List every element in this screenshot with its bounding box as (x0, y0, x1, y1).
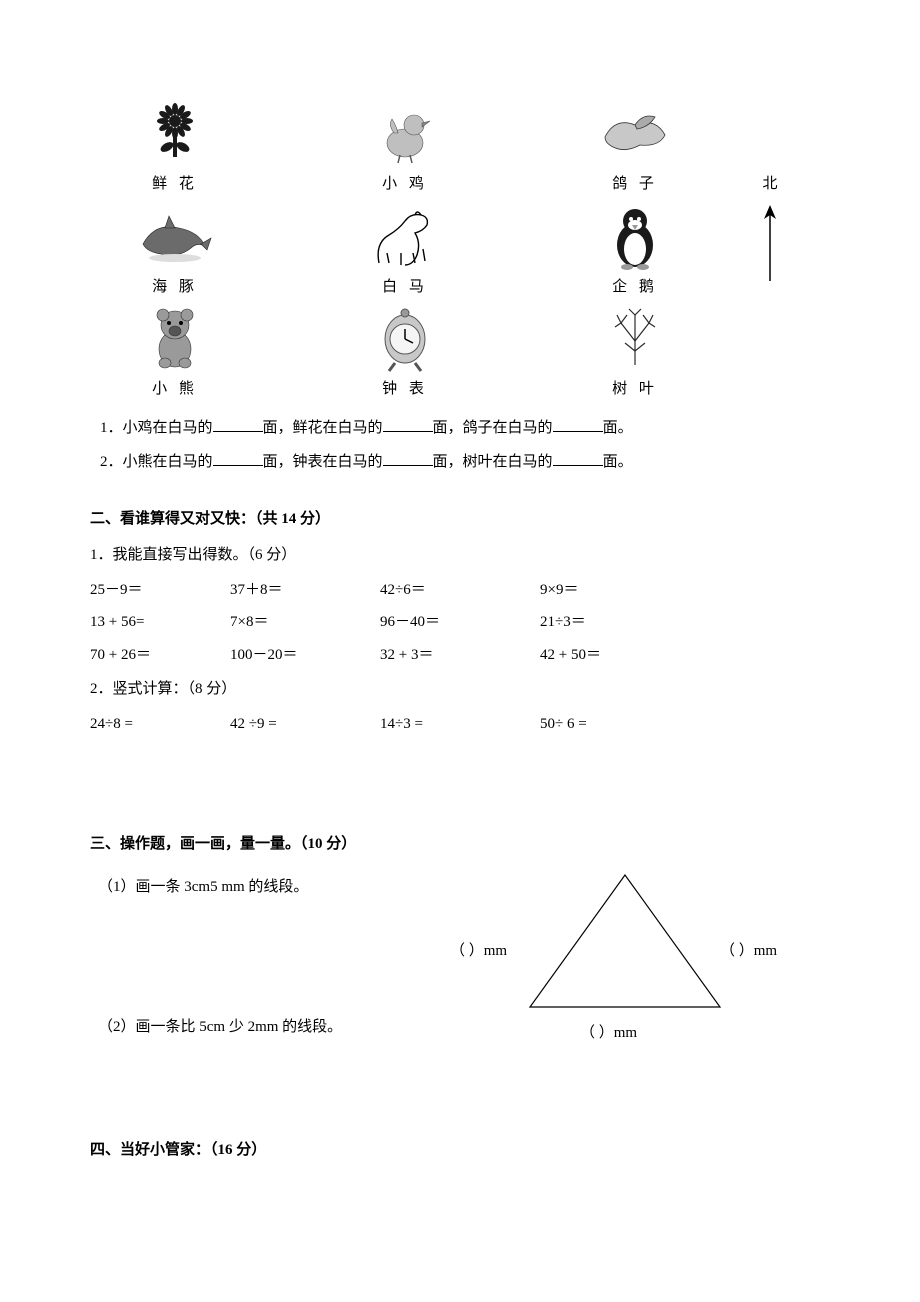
triangle-left-label: （ ）mm (450, 937, 507, 966)
calc-row-vertical: 24÷8 = 42 ÷9 = 14÷3 = 50÷ 6 = (90, 710, 830, 739)
calc-cell: 21÷3＝ (540, 608, 700, 637)
flower-label: 鲜 花 (152, 170, 198, 199)
bear-label: 小 熊 (152, 375, 198, 404)
position-q2: 2．小熊在白马的 面，钟表在白马的 面，树叶在白马的 面。 (100, 448, 830, 477)
section3-q1: （1）画一条 3cm5 mm 的线段。 (98, 873, 420, 902)
penguin-icon (595, 203, 675, 273)
cell-horse: 白 马 (320, 203, 490, 302)
q1-p4: 面。 (603, 420, 633, 436)
dove-label: 鸽 子 (612, 170, 658, 199)
calc-cell: 13 + 56= (90, 608, 230, 637)
penguin-label: 企 鹅 (612, 273, 658, 302)
cell-flower: 鲜 花 (90, 100, 260, 199)
cell-chick: 小 鸡 (320, 100, 490, 199)
section2-sub2: 2．竖式计算：（8 分） (90, 675, 830, 704)
north-label: 北 (762, 170, 777, 199)
cell-dove: 鸽 子 (550, 100, 720, 199)
calc-cell: 14÷3 = (380, 710, 540, 739)
q1-p2: 面，鲜花在白马的 (263, 420, 383, 436)
q1-p1: 小鸡在白马的 (123, 420, 213, 436)
triangle-measure: （ ）mm （ ）mm （ ）mm (460, 867, 780, 1047)
section3-title: 三、操作题，画一画，量一量。（10 分） (90, 830, 830, 859)
blank[interactable] (553, 417, 603, 432)
calc-cell: 42 ÷9 = (230, 710, 380, 739)
flower-icon (135, 100, 215, 170)
calc-cell: 24÷8 = (90, 710, 230, 739)
triangle-bottom-label: （ ）mm (580, 1019, 637, 1048)
chick-label: 小 鸡 (382, 170, 428, 199)
q2-p2: 面，钟表在白马的 (263, 454, 383, 470)
calc-row-3: 70 + 26＝ 100－20＝ 32 + 3＝ 42 + 50＝ (90, 641, 830, 670)
dove-icon (595, 100, 675, 170)
q2-p1: 小熊在白马的 (123, 454, 213, 470)
operation-block: （1）画一条 3cm5 mm 的线段。 （2）画一条比 5cm 少 2mm 的线… (90, 867, 830, 1048)
position-q1: 1．小鸡在白马的 面，鲜花在白马的 面，鸽子在白马的 面。 (100, 414, 830, 443)
dolphin-icon (135, 203, 215, 273)
q2-num: 2． (100, 454, 123, 470)
leaf-label: 树 叶 (612, 375, 658, 404)
chick-icon (365, 100, 445, 170)
calc-cell: 32 + 3＝ (380, 641, 540, 670)
cell-penguin: 企 鹅 (550, 203, 720, 302)
q1-p3: 面，鸽子在白马的 (433, 420, 553, 436)
q2-p4: 面。 (603, 454, 633, 470)
direction-grid: 鲜 花 小 鸡 (90, 100, 720, 404)
calc-cell: 100－20＝ (230, 641, 380, 670)
calc-cell: 50÷ 6 = (540, 710, 700, 739)
q1-num: 1． (100, 420, 123, 436)
cell-bear: 小 熊 (90, 305, 260, 404)
cell-leaf: 树 叶 (550, 305, 720, 404)
arrow-up-icon (760, 203, 780, 283)
section2-sub1: 1．我能直接写出得数。（6 分） (90, 541, 830, 570)
bear-icon (135, 305, 215, 375)
north-indicator: 北 (760, 170, 780, 283)
section4-title: 四、当好小管家：（16 分） (90, 1136, 830, 1165)
blank[interactable] (383, 417, 433, 432)
calc-cell: 42 + 50＝ (540, 641, 700, 670)
blank[interactable] (383, 451, 433, 466)
triangle-icon (520, 867, 730, 1017)
blank[interactable] (213, 451, 263, 466)
cell-dolphin: 海 豚 (90, 203, 260, 302)
calc-cell: 70 + 26＝ (90, 641, 230, 670)
section3-q2: （2）画一条比 5cm 少 2mm 的线段。 (98, 1013, 420, 1042)
calc-cell: 25－9＝ (90, 576, 230, 605)
blank[interactable] (553, 451, 603, 466)
dolphin-label: 海 豚 (152, 273, 198, 302)
blank[interactable] (213, 417, 263, 432)
direction-grid-container: 鲜 花 小 鸡 (90, 100, 830, 404)
calc-cell: 7×8＝ (230, 608, 380, 637)
leaf-icon (595, 305, 675, 375)
calc-row-2: 13 + 56= 7×8＝ 96－40＝ 21÷3＝ (90, 608, 830, 637)
calc-cell: 9×9＝ (540, 576, 700, 605)
section2-title: 二、看谁算得又对又快：（共 14 分） (90, 505, 830, 534)
clock-icon (365, 305, 445, 375)
horse-icon (365, 203, 445, 273)
horse-label: 白 马 (382, 273, 428, 302)
clock-label: 钟 表 (382, 375, 428, 404)
calc-cell: 42÷6＝ (380, 576, 540, 605)
q2-p3: 面，树叶在白马的 (433, 454, 553, 470)
triangle-right-label: （ ）mm (720, 937, 777, 966)
calc-cell: 96－40＝ (380, 608, 540, 637)
cell-clock: 钟 表 (320, 305, 490, 404)
calc-cell: 37＋8＝ (230, 576, 380, 605)
calc-row-1: 25－9＝ 37＋8＝ 42÷6＝ 9×9＝ (90, 576, 830, 605)
